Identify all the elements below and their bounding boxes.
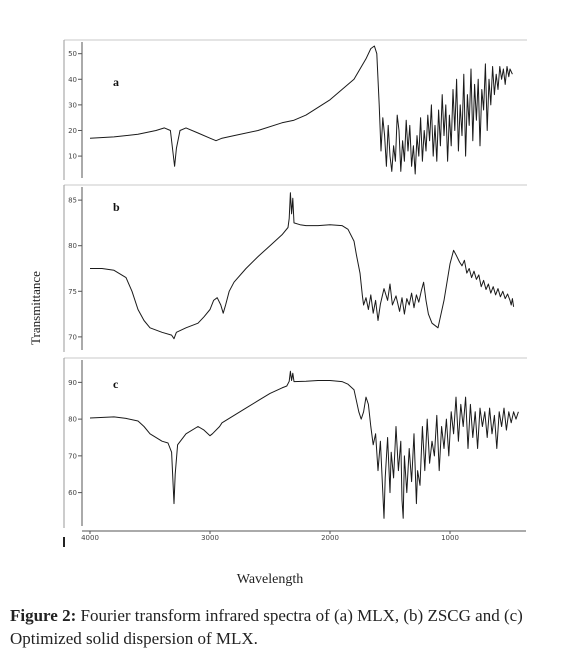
x-tick-label: 1000 (441, 534, 459, 542)
y-tick-label: 50 (68, 50, 77, 58)
spectrum-panel-c: 60 70 80 90 c (63, 357, 527, 528)
y-tick-label: 85 (68, 197, 77, 205)
x-axis-label: Wavelength (237, 572, 304, 587)
x-axis: 4000 3000 2000 1000 (63, 530, 526, 547)
y-tick-label: 20 (68, 127, 77, 135)
spectrum-line-b (90, 192, 515, 340)
x-tick-label: 3000 (201, 534, 219, 542)
panel-label-c: c (113, 377, 119, 391)
figure-caption: Figure 2: Fourier transform infrared spe… (10, 604, 580, 650)
x-tick-label: 4000 (81, 534, 99, 542)
x-tick-label: 2000 (321, 534, 339, 542)
spectrum-line-a (89, 45, 513, 175)
spectrum-line-c (89, 370, 519, 519)
panel-label-b: b (113, 200, 120, 214)
caption-label: Figure 2: (10, 606, 77, 625)
caption-text: Fourier transform infrared spectra of (a… (10, 606, 523, 648)
axis-corner-mark (63, 537, 65, 547)
y-tick-label: 30 (68, 101, 77, 109)
y-tick-label: 80 (68, 242, 77, 250)
y-tick-label: 75 (68, 288, 77, 296)
y-tick-label: 40 (68, 76, 77, 84)
y-tick-label: 90 (68, 379, 77, 387)
y-tick-label: 10 (68, 153, 77, 161)
y-tick-label: 60 (68, 489, 77, 497)
spectrum-panel-b: 70 75 80 85 b (63, 184, 527, 352)
ylabel-group: Transmittance (28, 271, 43, 345)
spectrum-panel-a: 10 20 30 40 50 a (63, 39, 527, 180)
y-tick-label: 80 (68, 416, 77, 424)
y-tick-label: 70 (68, 452, 77, 460)
ftir-panels: 10 20 30 40 50 a 70 75 80 85 b 60 70 80 90 c (63, 39, 527, 528)
y-tick-label: 70 (68, 333, 77, 341)
y-axis-label: Transmittance (28, 271, 43, 345)
ftir-figure: 10 20 30 40 50 a 70 75 80 85 b 60 70 80 90 c 4000 3000 20… (28, 39, 527, 587)
panel-label-a: a (113, 75, 119, 89)
